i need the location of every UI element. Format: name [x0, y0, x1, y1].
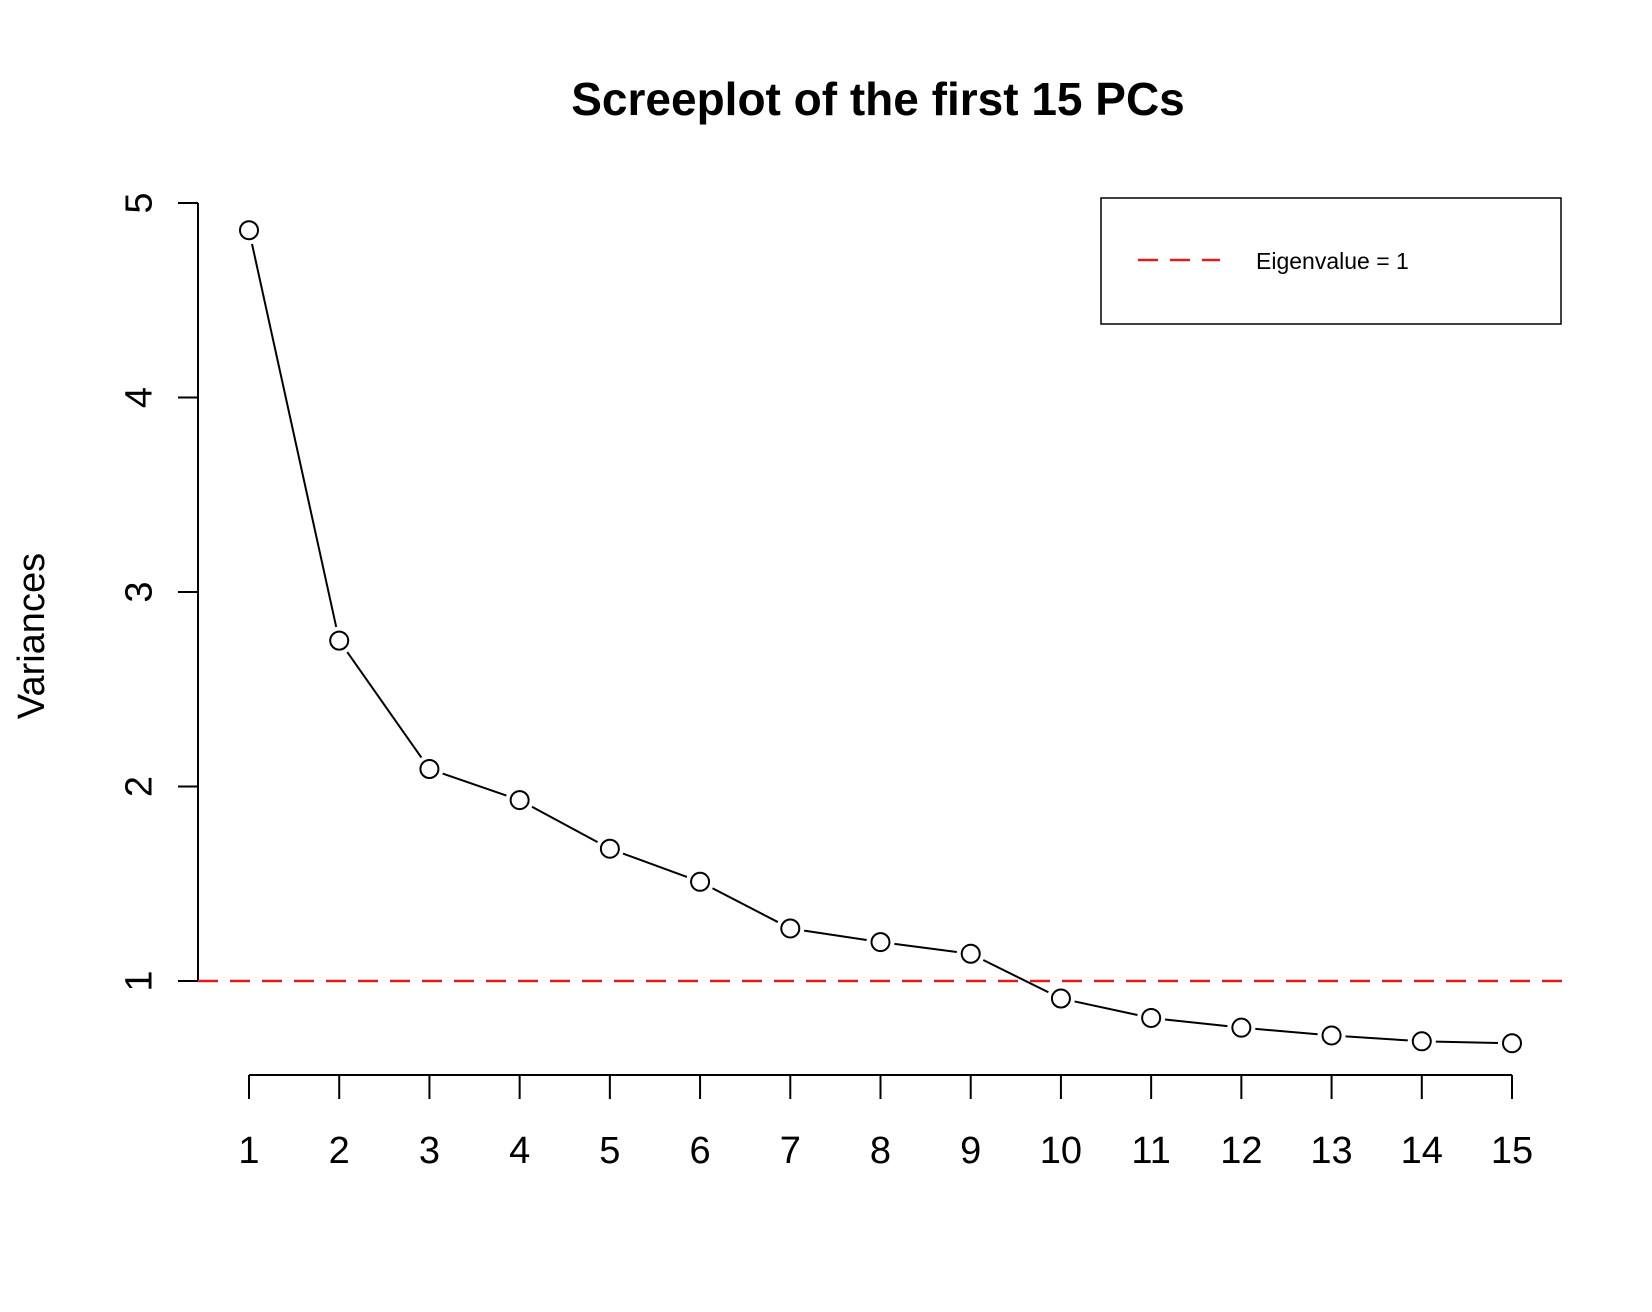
x-tick-label: 6	[690, 1130, 711, 1172]
y-axis-title: Variances	[11, 553, 53, 719]
x-tick-label: 7	[780, 1130, 801, 1172]
data-point	[870, 932, 891, 953]
x-tick-label: 3	[419, 1130, 440, 1172]
data-point	[329, 630, 350, 651]
legend: Eigenvalue = 1	[1100, 197, 1562, 325]
data-point	[780, 918, 801, 939]
data-point	[419, 758, 440, 779]
series-line-segment	[531, 805, 599, 843]
series-line-group	[251, 243, 1499, 1044]
data-point	[1141, 1007, 1162, 1028]
x-tick-label: 2	[329, 1130, 350, 1172]
data-point	[1231, 1017, 1252, 1038]
x-tick-label: 11	[1131, 1130, 1170, 1172]
data-point	[690, 871, 711, 892]
series-line-segment	[442, 772, 507, 797]
data-point	[1502, 1033, 1522, 1054]
series-line-segment	[251, 243, 338, 628]
x-tick-label: 15	[1491, 1130, 1533, 1172]
series-line-segment	[894, 942, 957, 953]
x-tick-label: 14	[1401, 1130, 1443, 1172]
series-line-segment	[1255, 1027, 1318, 1036]
y-tick-label: 1	[118, 970, 160, 991]
series-line-segment	[1074, 1000, 1138, 1016]
x-tick-label: 5	[599, 1130, 620, 1172]
series-line-segment	[1435, 1040, 1499, 1044]
y-tick-label: 5	[118, 192, 160, 213]
x-tick-label: 8	[870, 1130, 891, 1172]
x-tick-label: 1	[238, 1130, 259, 1172]
data-point	[1411, 1031, 1432, 1052]
series-line-segment	[346, 651, 423, 759]
data-point	[239, 220, 259, 241]
x-tick-label: 12	[1220, 1130, 1262, 1172]
x-tick-label: 4	[509, 1130, 530, 1172]
x-tick-label: 13	[1310, 1130, 1352, 1172]
series-line-segment	[1164, 1018, 1228, 1028]
series-line-segment	[803, 929, 867, 941]
series-line-segment	[982, 959, 1049, 994]
series-line-segment	[1345, 1035, 1408, 1042]
y-axis: 1 2 3 4 5	[118, 192, 199, 992]
data-point	[599, 838, 620, 859]
y-tick-label: 2	[118, 776, 160, 797]
series-line-segment	[712, 887, 779, 923]
data-points	[239, 220, 1522, 1054]
x-tick-label: 10	[1040, 1130, 1082, 1172]
y-tick-label: 4	[118, 387, 160, 408]
x-tick-label: 9	[960, 1130, 981, 1172]
legend-label: Eigenvalue = 1	[1256, 248, 1409, 274]
data-point	[1321, 1025, 1342, 1046]
series-line-segment	[622, 852, 688, 878]
y-tick-label: 3	[118, 581, 160, 602]
data-point	[1050, 988, 1071, 1009]
data-point	[960, 943, 981, 964]
data-point	[509, 790, 530, 811]
chart-title: Screeplot of the first 15 PCs	[571, 73, 1185, 125]
x-axis: 1 2 3 4 5 6 7 8 9 10 11 12 13 14 15	[238, 1074, 1533, 1172]
